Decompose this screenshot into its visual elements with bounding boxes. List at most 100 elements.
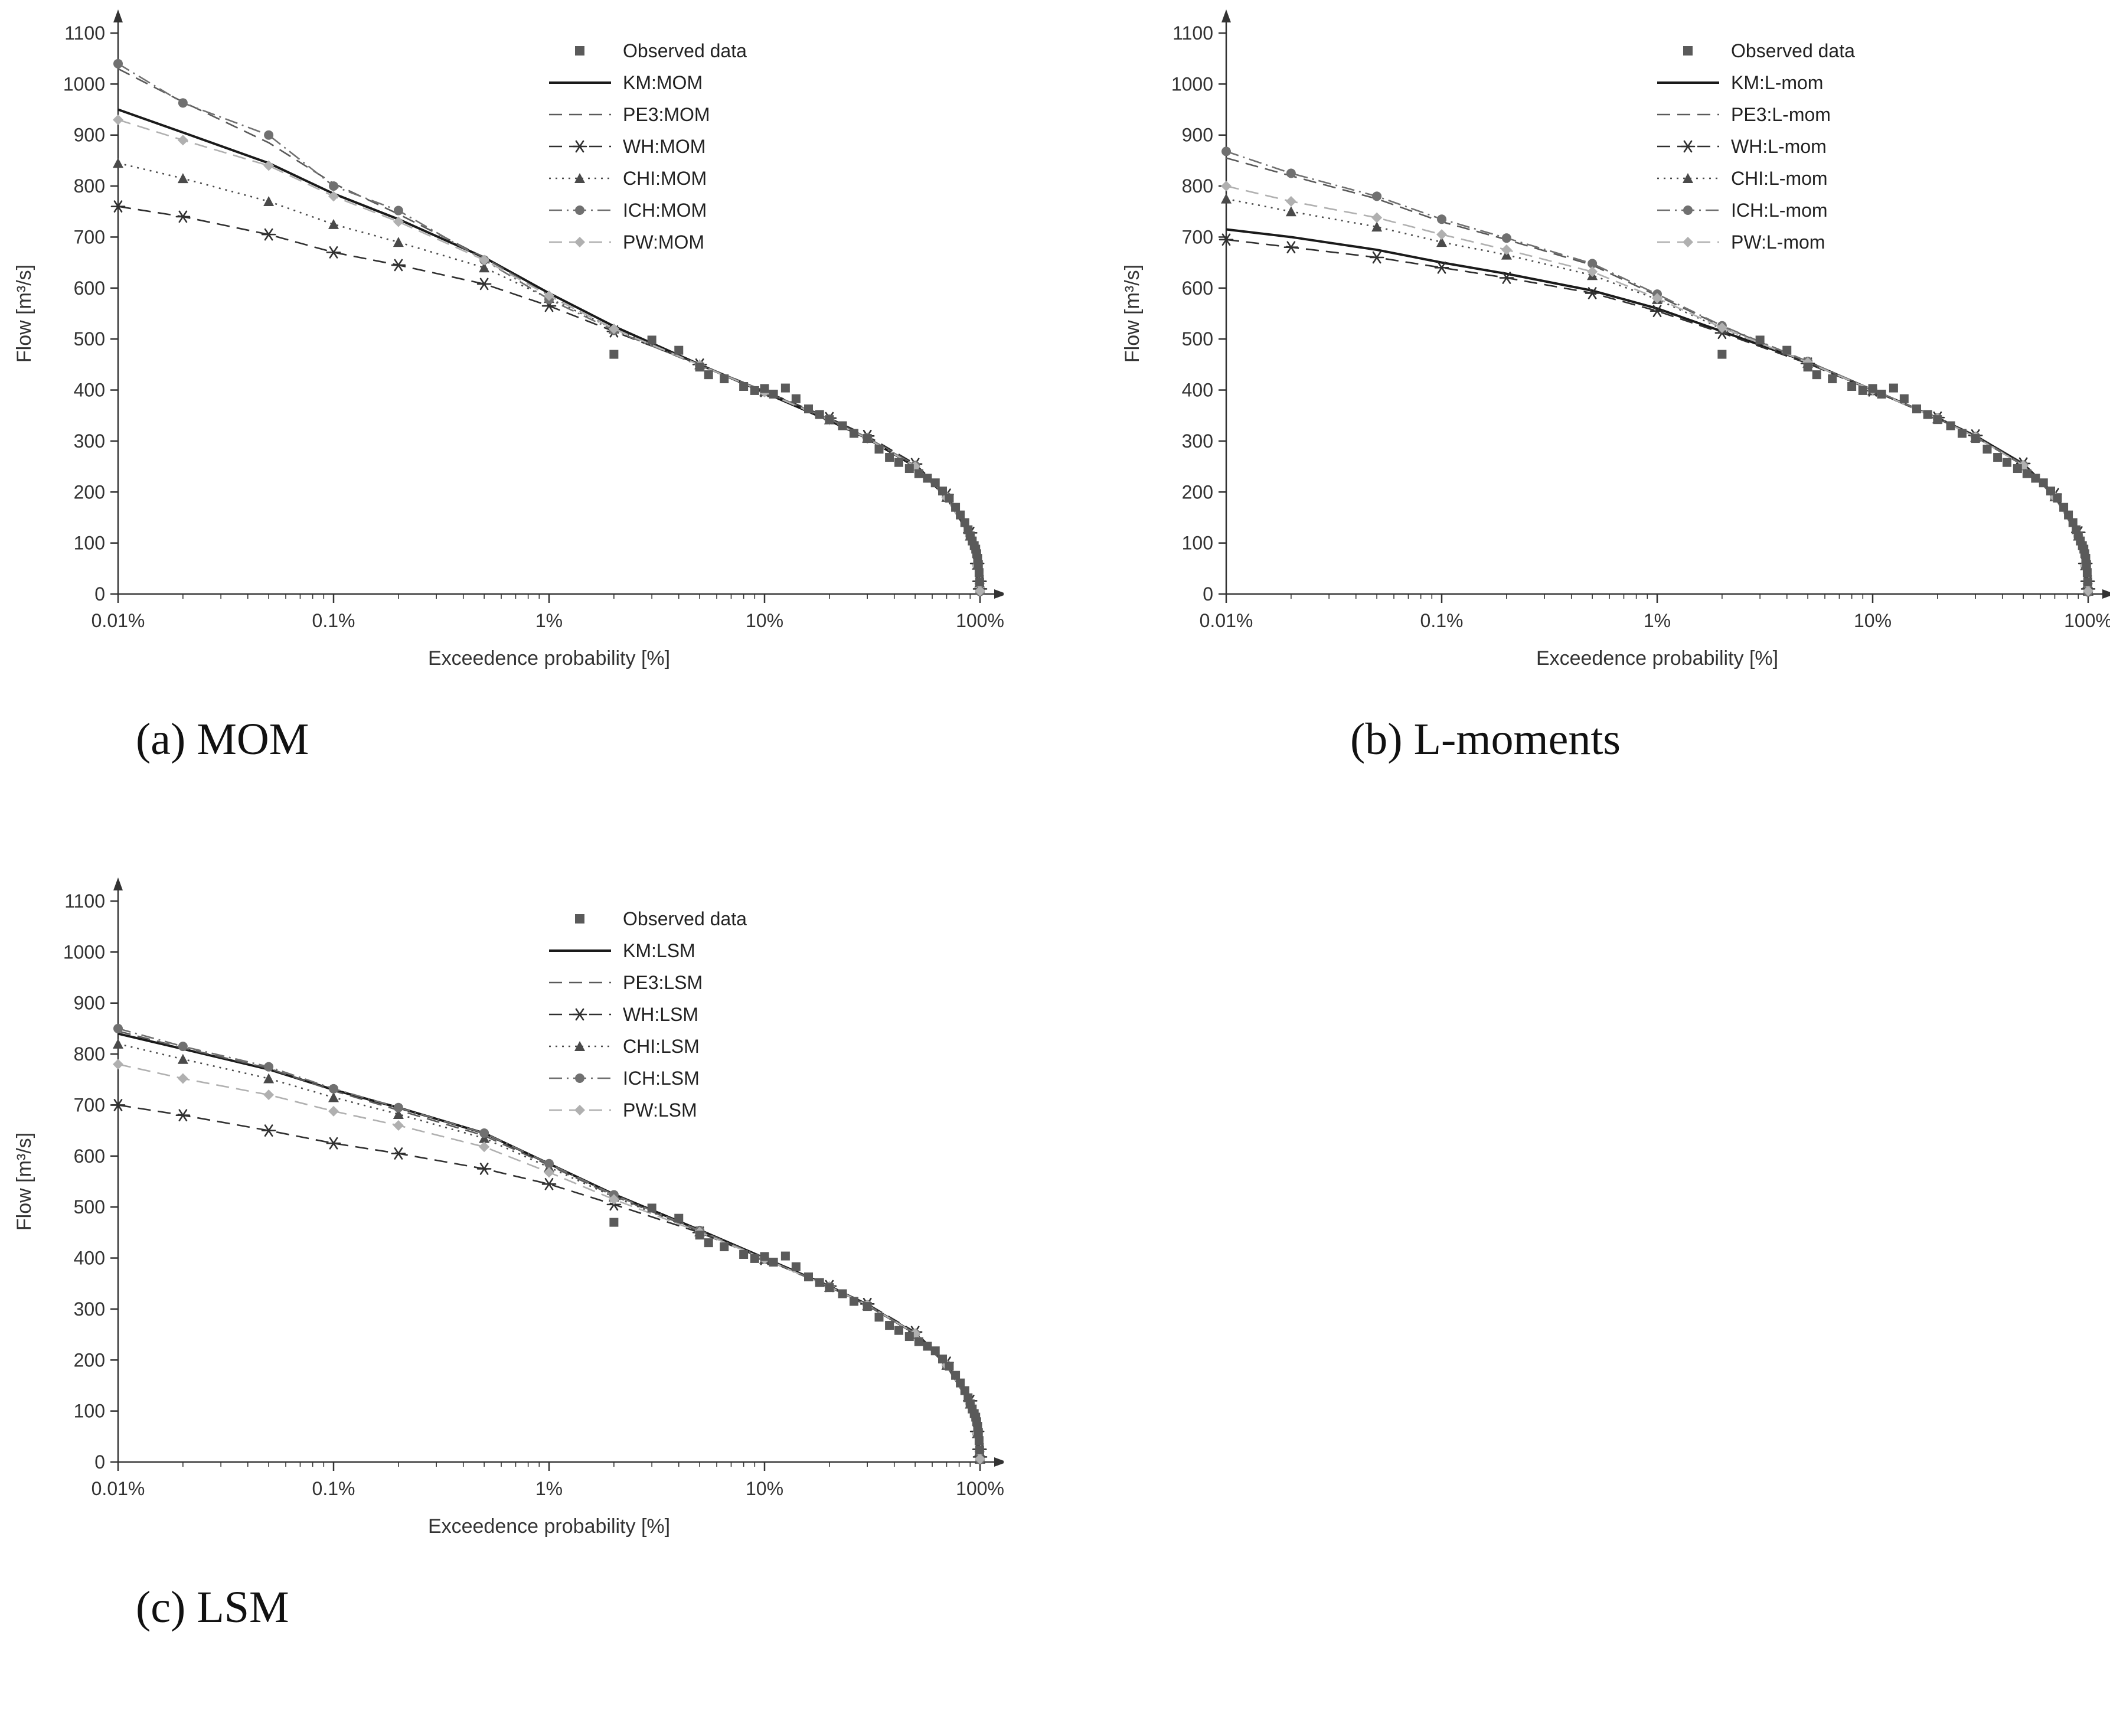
y-tick-label: 500 (74, 1196, 105, 1218)
legend-label: ICH:MOM (623, 200, 707, 221)
flow-duration-chart-lsm: 0 100 200 300 400 500 600 700 800 900 1000 1100 Flow… (13, 877, 1004, 1538)
x-axis: 0.01% 0.1% 1% 10% 100% Exceedence probability… (1200, 589, 2110, 670)
series-CHI:LSM (113, 1038, 985, 1464)
y-tick-label: 0 (1203, 583, 1213, 605)
chart-cell-c: 0 100 200 300 400 500 600 700 800 900 1000 1100 Flow… (0, 868, 1055, 1736)
y-tick-label: 600 (74, 278, 105, 299)
x-tick-label: 100% (2064, 610, 2110, 631)
legend-label: WH:LSM (623, 1004, 698, 1025)
y-tick-label: 0 (94, 1451, 105, 1473)
y-tick-label: 0 (94, 583, 105, 605)
legend-label: KM:L-mom (1731, 72, 1823, 93)
x-tick-label: 0.1% (312, 610, 355, 631)
series-WH:LSM (110, 1099, 988, 1463)
y-axis-label: Flow [m³/s] (13, 265, 35, 363)
x-axis: 0.01% 0.1% 1% 10% 100% Exceedence probability… (92, 1457, 1004, 1538)
x-tick-label: 0.01% (1200, 610, 1253, 631)
y-tick-label: 900 (74, 125, 105, 146)
series-CHI:MOM (113, 158, 985, 595)
y-tick-label: 400 (74, 380, 105, 401)
y-tick-label: 800 (74, 1043, 105, 1065)
x-axis: 0.01% 0.1% 1% 10% 100% Exceedence probability… (92, 589, 1004, 670)
x-tick-label: 0.01% (92, 1478, 145, 1499)
legend-label: PE3:L-mom (1731, 104, 1831, 125)
x-tick-label: 1% (535, 610, 563, 631)
x-tick-label: 1% (1644, 610, 1671, 631)
y-tick-label: 700 (1182, 226, 1213, 247)
series-KM:L-mom (1226, 228, 2089, 589)
legend-label-observed: Observed data (623, 908, 747, 929)
x-axis-label: Exceedence probability [%] (1536, 647, 1778, 670)
y-tick-label: 300 (1182, 430, 1213, 452)
legend-label: CHI:L-mom (1731, 168, 1828, 189)
y-tick-label: 500 (74, 328, 105, 350)
y-tick-label: 700 (74, 1094, 105, 1115)
y-axis-label: Flow [m³/s] (1121, 265, 1144, 363)
observed-data-points (609, 1203, 984, 1454)
series-PE3:LSM (117, 1030, 981, 1460)
y-tick-label: 100 (74, 1401, 105, 1422)
y-axis: 0 100 200 300 400 500 600 700 800 900 1000 1100 Flow… (13, 877, 123, 1473)
series-ICH:MOM (113, 58, 985, 596)
x-tick-label: 100% (956, 610, 1004, 631)
chart-cell-b: 0 100 200 300 400 500 600 700 800 900 1000 1100 Flow… (1055, 0, 2110, 868)
caption-c: (c) LSM (136, 1582, 289, 1632)
x-axis-label: Exceedence probability [%] (428, 1515, 670, 1538)
series-PW:L-mom (1221, 181, 2093, 596)
legend-label: WH:L-mom (1731, 136, 1827, 157)
caption-a: (a) MOM (136, 714, 309, 764)
flow-duration-chart-lmoments: 0 100 200 300 400 500 600 700 800 900 1000 1100 Flow… (1121, 9, 2110, 670)
y-tick-label: 100 (1182, 533, 1213, 554)
legend: Observed data KM:MOM PE3:MOM WH:MOM CHI:MOM I… (549, 40, 747, 253)
series-PW:LSM (113, 1059, 985, 1464)
observed-data-points (609, 335, 984, 586)
legend-label: PE3:MOM (623, 104, 710, 125)
y-tick-label: 500 (1182, 328, 1213, 350)
series-KM:MOM (117, 108, 981, 589)
series-PW:MOM (113, 114, 985, 596)
y-tick-label: 300 (74, 1298, 105, 1320)
y-tick-label: 200 (74, 1349, 105, 1370)
legend-label: KM:MOM (623, 72, 703, 93)
flow-duration-chart-mom: 0 100 200 300 400 500 600 700 800 900 1000 1100 Flow… (13, 9, 1004, 670)
y-tick-label: 400 (74, 1248, 105, 1269)
series-WH:L-mom (1219, 233, 2096, 595)
y-tick-label: 300 (74, 430, 105, 452)
y-tick-label: 1000 (1171, 73, 1213, 94)
x-tick-label: 0.1% (312, 1478, 355, 1499)
y-tick-label: 100 (74, 533, 105, 554)
legend-label: CHI:MOM (623, 168, 707, 189)
chart-cell-a: 0 100 200 300 400 500 600 700 800 900 1000 1100 Flow… (0, 0, 1055, 868)
y-tick-label: 1100 (1172, 22, 1213, 44)
y-tick-label: 600 (74, 1146, 105, 1167)
series-KM:LSM (117, 1032, 981, 1458)
legend-label: CHI:LSM (623, 1036, 700, 1057)
x-tick-label: 10% (746, 610, 783, 631)
empty-cell (1055, 868, 2110, 1695)
y-tick-label: 400 (1182, 380, 1213, 401)
x-tick-label: 0.01% (92, 610, 145, 631)
observed-data-points (1717, 335, 2092, 586)
x-tick-label: 1% (535, 1478, 563, 1499)
x-tick-label: 100% (956, 1478, 1004, 1499)
y-tick-label: 1100 (64, 890, 105, 912)
legend-label: PW:MOM (623, 231, 704, 253)
x-tick-label: 0.1% (1420, 610, 1464, 631)
legend-label: ICH:LSM (623, 1068, 700, 1089)
legend-label-observed: Observed data (1731, 40, 1855, 61)
y-tick-label: 1000 (63, 941, 105, 962)
legend-label-observed: Observed data (623, 40, 747, 61)
x-axis-label: Exceedence probability [%] (428, 647, 670, 670)
legend-label: WH:MOM (623, 136, 705, 157)
legend-label: PW:L-mom (1731, 231, 1825, 253)
y-tick-label: 800 (1182, 175, 1213, 197)
series-WH:MOM (110, 200, 988, 595)
legend-label: KM:LSM (623, 940, 695, 961)
y-tick-label: 900 (1182, 125, 1213, 146)
y-axis-label: Flow [m³/s] (13, 1133, 35, 1231)
y-axis: 0 100 200 300 400 500 600 700 800 900 1000 1100 Flow… (13, 9, 123, 605)
y-tick-label: 1100 (64, 22, 105, 44)
y-tick-label: 700 (74, 226, 105, 247)
legend-label: PW:LSM (623, 1099, 697, 1121)
